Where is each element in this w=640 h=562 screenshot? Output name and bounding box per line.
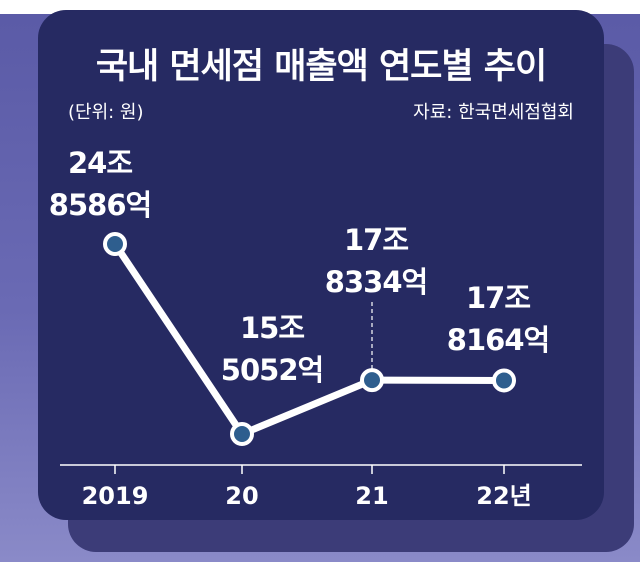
source-note: 자료: 한국면세점협회 bbox=[413, 102, 574, 123]
x-tick-label-3: 22년 bbox=[476, 482, 531, 510]
data-label-0-line-0: 24조 bbox=[68, 146, 132, 180]
data-point-3 bbox=[492, 368, 516, 393]
data-label-3-line-0: 17조 bbox=[466, 281, 530, 315]
data-point-0 bbox=[103, 232, 127, 256]
x-tick-label-2: 21 bbox=[355, 482, 388, 510]
chart-title: 국내 면세점 매출액 연도별 추이 bbox=[95, 47, 547, 87]
data-label-2-line-0: 17조 bbox=[344, 223, 408, 257]
data-label-2-line-1: 8334억 bbox=[325, 265, 427, 299]
data-label-1-line-1: 5052억 bbox=[221, 353, 323, 387]
series-line bbox=[111, 240, 508, 438]
data-label-3-line-1: 8164억 bbox=[447, 323, 549, 357]
x-tick-label-0: 2019 bbox=[82, 482, 149, 510]
data-point-2 bbox=[360, 368, 384, 393]
line-chart: 24조 8586억 15조 5052억 17조 8334억 17조 8164억 2019 20 21… bbox=[49, 146, 582, 510]
data-point-1 bbox=[230, 422, 254, 446]
unit-note: (단위: 원) bbox=[68, 102, 144, 123]
x-tick-label-1: 20 bbox=[225, 482, 258, 510]
chart-card: 국내 면세점 매출액 연도별 추이 (단위: 원) 자료: 한국면세점협회 24… bbox=[38, 10, 604, 520]
data-label-1-line-0: 15조 bbox=[240, 311, 304, 345]
data-label-0-line-1: 8586억 bbox=[49, 188, 151, 222]
